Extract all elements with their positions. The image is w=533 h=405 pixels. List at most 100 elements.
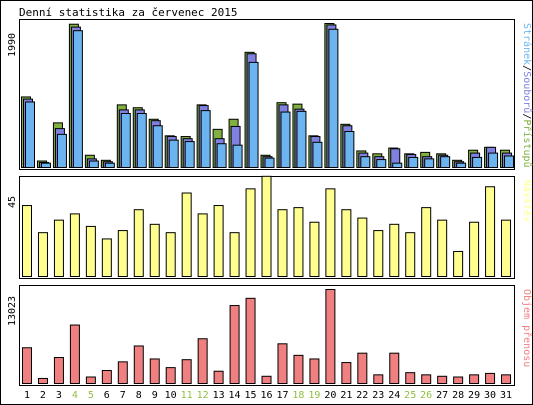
panel-frame-transfer bbox=[19, 285, 515, 386]
bar-Stránek-28 bbox=[456, 162, 467, 168]
bar-transfer-1 bbox=[22, 347, 32, 384]
x-tick-label-2: 2 bbox=[40, 390, 46, 401]
bar-transfer-4 bbox=[69, 324, 80, 384]
legend-item-traffic-2: Souborů bbox=[521, 71, 533, 113]
bar-visits-15 bbox=[245, 188, 256, 277]
bar-visits-17 bbox=[277, 209, 288, 277]
bar-Stránek-22 bbox=[360, 156, 371, 168]
legend-item-transfer-0: Objem přenosu bbox=[521, 289, 533, 367]
legend-traffic: Stránek/Souborů/Přístupů bbox=[521, 23, 533, 168]
bar-transfer-23 bbox=[373, 374, 384, 385]
bar-visits-18 bbox=[293, 207, 304, 277]
bar-transfer-27 bbox=[437, 375, 448, 385]
bar-visits-11 bbox=[181, 192, 192, 278]
legend-visits: Návštěv bbox=[521, 180, 533, 222]
x-tick-label-7: 7 bbox=[120, 390, 126, 401]
bar-transfer-15 bbox=[245, 297, 256, 384]
bar-transfer-25 bbox=[405, 372, 416, 385]
legend-transfer: Objem přenosu bbox=[521, 289, 533, 367]
bar-Stránek-17 bbox=[280, 111, 291, 168]
x-tick-label-30: 30 bbox=[484, 390, 496, 401]
bar-Stránek-24 bbox=[392, 162, 403, 168]
bar-visits-26 bbox=[421, 207, 432, 277]
bar-transfer-7 bbox=[117, 361, 128, 385]
bar-visits-23 bbox=[373, 230, 384, 278]
bar-Stránek-14 bbox=[232, 144, 243, 168]
bar-Stránek-8 bbox=[136, 113, 147, 168]
x-tick-label-15: 15 bbox=[245, 390, 257, 401]
bar-transfer-6 bbox=[101, 370, 112, 384]
bar-visits-13 bbox=[213, 205, 224, 277]
bar-visits-20 bbox=[325, 188, 336, 277]
bar-Stránek-30 bbox=[488, 152, 499, 169]
bar-Stránek-1 bbox=[25, 101, 35, 168]
bar-transfer-18 bbox=[293, 354, 304, 384]
bar-Stránek-11 bbox=[184, 141, 195, 169]
bar-Stránek-19 bbox=[312, 141, 323, 169]
bar-visits-19 bbox=[309, 221, 320, 278]
bar-visits-30 bbox=[485, 186, 496, 277]
bar-Stránek-21 bbox=[344, 131, 355, 168]
bar-Stránek-15 bbox=[248, 61, 259, 169]
x-tick-label-14: 14 bbox=[229, 390, 241, 401]
ymax-label-visits: 45 bbox=[7, 196, 18, 208]
x-tick-label-4: 4 bbox=[72, 390, 78, 401]
bar-Stránek-20 bbox=[328, 28, 339, 169]
bar-Stránek-27 bbox=[440, 156, 451, 168]
x-tick-label-21: 21 bbox=[340, 390, 352, 401]
bar-visits-2 bbox=[37, 232, 48, 278]
bar-transfer-16 bbox=[261, 375, 272, 385]
bar-transfer-21 bbox=[341, 362, 352, 385]
ymax-label-traffic: 1990 bbox=[7, 33, 18, 57]
bar-transfer-14 bbox=[229, 305, 240, 385]
x-tick-label-23: 23 bbox=[372, 390, 384, 401]
ymax-label-transfer: 13023 bbox=[7, 296, 18, 326]
bar-Stránek-16 bbox=[264, 157, 275, 168]
chart-title: Denní statistika za červenec 2015 bbox=[19, 6, 238, 19]
x-tick-label-12: 12 bbox=[197, 390, 209, 401]
bar-transfer-10 bbox=[165, 367, 176, 384]
bar-visits-1 bbox=[22, 205, 32, 277]
x-tick-label-22: 22 bbox=[356, 390, 368, 401]
bar-visits-8 bbox=[133, 209, 144, 277]
bar-visits-24 bbox=[389, 223, 400, 277]
bar-visits-22 bbox=[357, 217, 368, 277]
bar-Stránek-12 bbox=[200, 110, 211, 169]
x-tick-label-6: 6 bbox=[104, 390, 110, 401]
bar-Stránek-3 bbox=[56, 133, 67, 169]
bar-transfer-19 bbox=[309, 358, 320, 384]
bar-visits-10 bbox=[165, 232, 176, 278]
bar-transfer-8 bbox=[133, 345, 144, 384]
bar-Stránek-6 bbox=[104, 162, 115, 168]
bar-visits-5 bbox=[85, 225, 96, 277]
x-tick-label-18: 18 bbox=[292, 390, 304, 401]
bar-visits-29 bbox=[469, 221, 480, 278]
bar-transfer-24 bbox=[389, 352, 400, 385]
bar-Stránek-4 bbox=[72, 30, 83, 169]
legend-item-traffic-4: Přístupů bbox=[521, 119, 533, 167]
bar-transfer-9 bbox=[149, 358, 160, 384]
bar-Stránek-13 bbox=[216, 143, 227, 169]
bar-visits-12 bbox=[197, 213, 208, 278]
x-tick-label-24: 24 bbox=[388, 390, 400, 401]
x-tick-label-8: 8 bbox=[136, 390, 142, 401]
x-tick-label-29: 29 bbox=[468, 390, 480, 401]
x-tick-label-31: 31 bbox=[500, 390, 512, 401]
x-tick-label-26: 26 bbox=[420, 390, 432, 401]
bar-visits-16 bbox=[261, 175, 272, 277]
bar-transfer-17 bbox=[277, 343, 288, 384]
bar-Stránek-23 bbox=[376, 159, 387, 169]
bar-visits-14 bbox=[229, 232, 240, 278]
bar-transfer-2 bbox=[37, 377, 48, 384]
x-tick-label-10: 10 bbox=[165, 390, 177, 401]
bar-transfer-3 bbox=[53, 357, 64, 384]
x-tick-label-19: 19 bbox=[308, 390, 320, 401]
bar-Stránek-5 bbox=[88, 160, 99, 169]
bar-visits-9 bbox=[149, 223, 160, 277]
bar-transfer-26 bbox=[421, 374, 432, 385]
x-tick-label-20: 20 bbox=[324, 390, 336, 401]
x-tick-label-11: 11 bbox=[181, 390, 193, 401]
x-tick-label-28: 28 bbox=[452, 390, 464, 401]
